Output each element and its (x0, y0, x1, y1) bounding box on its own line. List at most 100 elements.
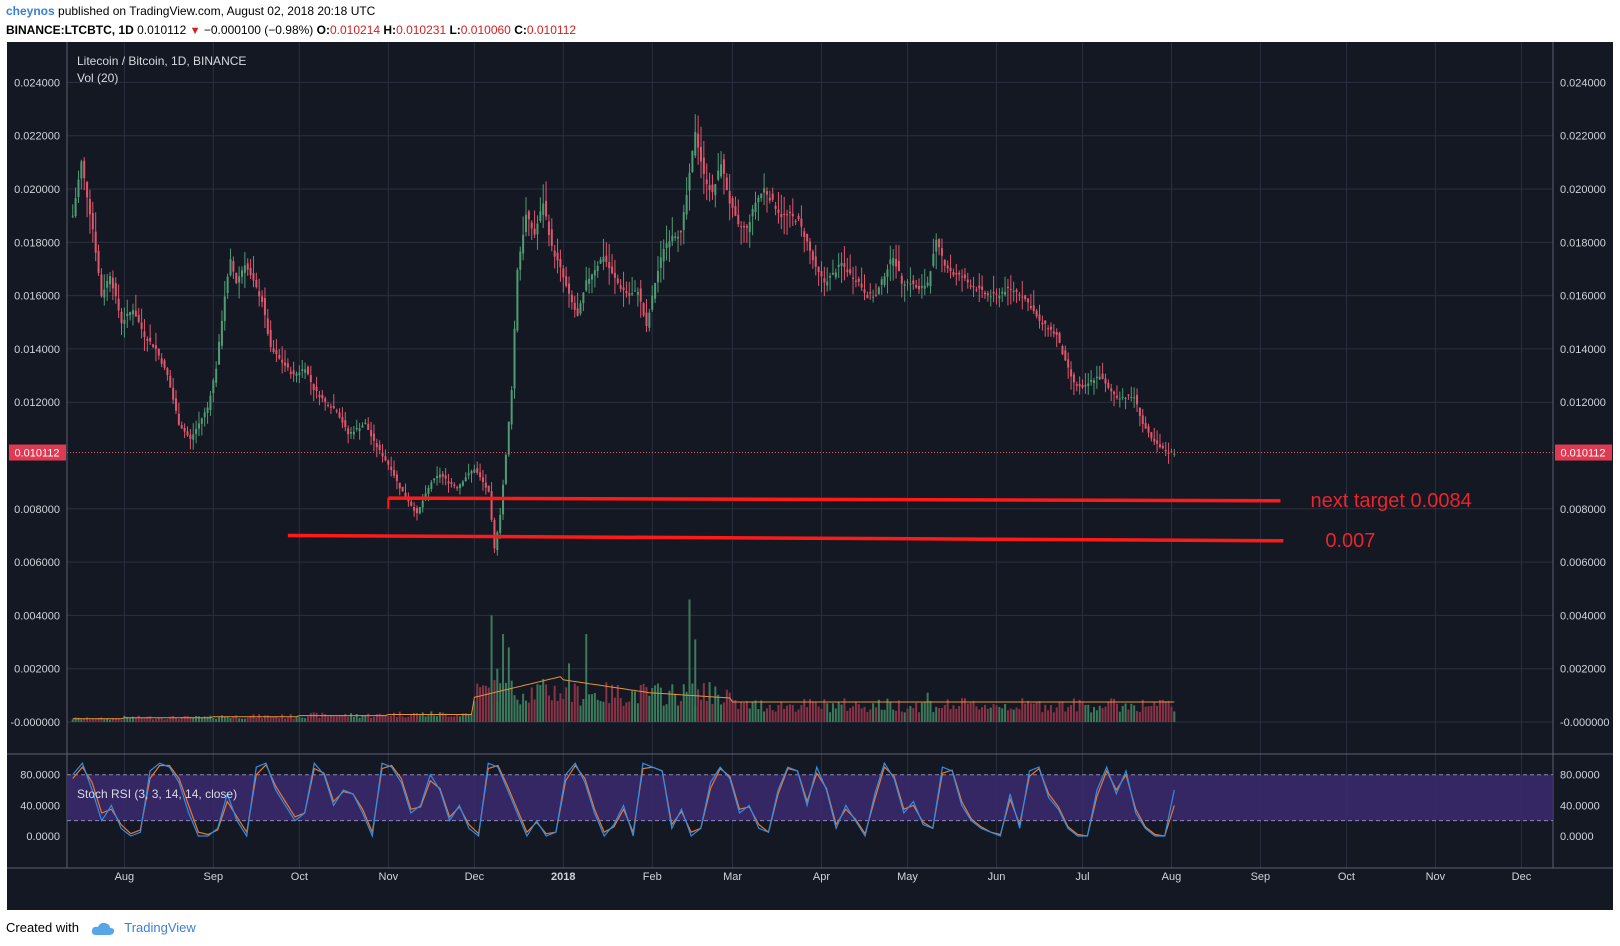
volume-bar (464, 713, 467, 722)
volume-bar (883, 709, 886, 722)
candle-body (811, 251, 814, 261)
candle-body (1127, 394, 1130, 396)
candle-body (398, 482, 401, 489)
candle-body (915, 285, 918, 288)
y-tick-label-left: 0.020000 (14, 184, 60, 196)
volume-bar (768, 704, 771, 722)
volume-bar (763, 711, 766, 722)
volume-bar (140, 717, 143, 722)
volume-bar (1107, 701, 1110, 722)
x-tick-label: Mar (723, 871, 742, 883)
candle-body (186, 431, 189, 436)
volume-bar (1064, 711, 1067, 722)
candle-body (1150, 432, 1153, 439)
candle-body (545, 200, 548, 217)
candle-body (284, 362, 287, 366)
candle-body (263, 297, 266, 316)
volume-bar (510, 680, 513, 722)
volume-bar (874, 707, 877, 722)
volume-bar (375, 714, 378, 722)
volume-bar (249, 715, 252, 722)
volume-bar (1009, 708, 1012, 722)
annotation-line-2 (287, 533, 1284, 543)
candle-body (1075, 384, 1078, 386)
candle-body (737, 214, 740, 225)
tradingview-link[interactable]: TradingView (124, 920, 196, 935)
volume-bar (857, 704, 860, 722)
volume-bar (1164, 701, 1167, 722)
author-link[interactable]: cheynos (6, 4, 55, 18)
candle-body (249, 268, 252, 275)
volume-bar (843, 698, 846, 722)
volume-bar (467, 714, 470, 722)
candle-body (837, 264, 840, 267)
volume-bar (427, 715, 430, 722)
candle-body (602, 256, 605, 262)
volume-bar (344, 713, 347, 722)
volume-bar (530, 687, 533, 722)
volume-bar (1147, 706, 1150, 722)
volume-bar (447, 716, 450, 722)
candle-body (760, 193, 763, 199)
volume-bar (834, 708, 837, 722)
candle-body (536, 223, 539, 235)
volume-bar (361, 715, 364, 722)
volume-bar (154, 718, 157, 722)
volume-bar (599, 700, 602, 722)
candle-body (1070, 369, 1073, 377)
candle-body (952, 272, 955, 276)
candle-body (711, 184, 714, 193)
volume-bar (175, 718, 178, 722)
candle-body (694, 131, 697, 156)
volume-bar (189, 716, 192, 722)
candle-body (929, 271, 932, 287)
volume-bar (1136, 711, 1139, 722)
candle-body (218, 341, 221, 365)
x-tick-label: Sep (204, 871, 224, 883)
candle-body (674, 236, 677, 238)
volume-bar (126, 716, 129, 722)
volume-bar (576, 686, 579, 722)
candle-body (1138, 407, 1141, 416)
candle-body (338, 412, 341, 418)
candle-body (963, 274, 966, 279)
volume-bar (869, 709, 872, 722)
volume-bar (880, 709, 883, 722)
candle-body (705, 179, 708, 185)
volume-bar (401, 716, 404, 722)
candle-body (74, 198, 77, 217)
candle-body (734, 206, 737, 216)
candle-body (470, 471, 473, 474)
candle-body (886, 269, 889, 277)
candle-body (648, 312, 651, 328)
candle-body (823, 278, 826, 283)
candle-body (920, 286, 923, 288)
candle-body (355, 427, 358, 430)
y-tick-label-right: 0.006000 (1560, 557, 1606, 569)
volume-bar (459, 716, 462, 722)
candle-body (459, 484, 462, 489)
volume-bar (1118, 711, 1121, 722)
volume-bar (146, 716, 149, 722)
candle-body (304, 369, 307, 373)
volume-bar (590, 694, 593, 722)
volume-bar (281, 714, 284, 722)
candle-body (565, 276, 568, 286)
volume-bar (487, 687, 490, 722)
candle-body (777, 209, 780, 213)
candle-body (390, 466, 393, 471)
volume-bar (332, 716, 335, 722)
candle-body (665, 243, 668, 248)
volume-bar (358, 717, 361, 722)
candle-body (978, 285, 981, 289)
volume-bar (347, 716, 350, 722)
volume-bar (547, 695, 550, 722)
volume-bar (918, 712, 921, 722)
volume-bar (183, 715, 186, 722)
candle-body (874, 294, 877, 296)
volume-bar (384, 715, 387, 722)
volume-bar (536, 684, 539, 722)
symbol-label: BINANCE:LTCBTC, 1D (6, 23, 134, 37)
volume-bar (86, 717, 89, 722)
